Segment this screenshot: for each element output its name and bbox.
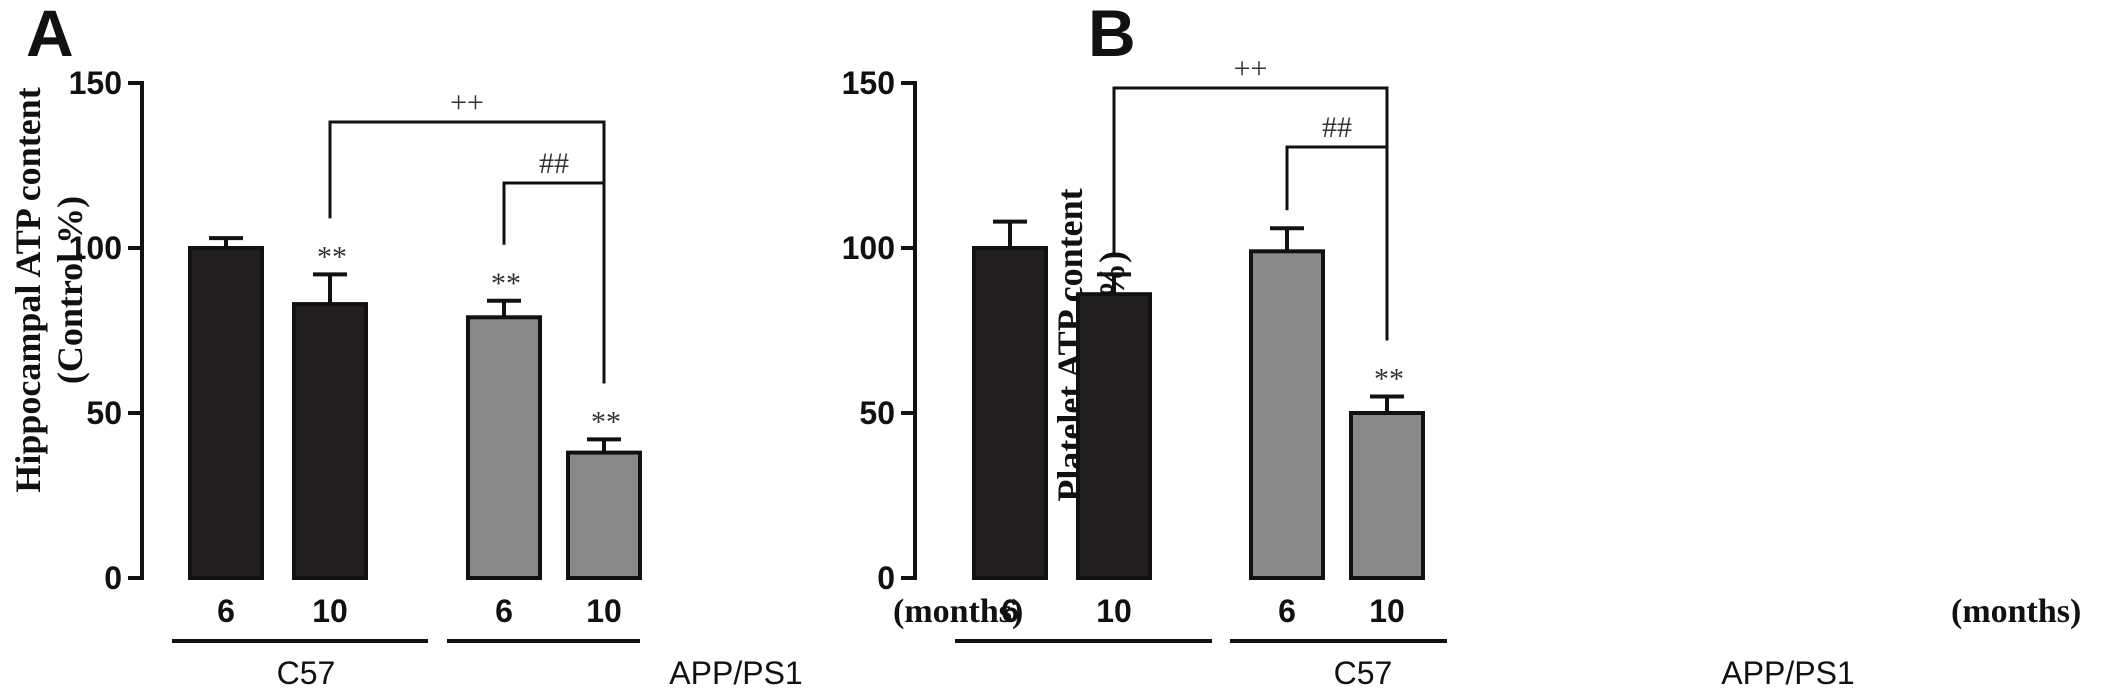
panel-b-y-tick-label: 100 — [842, 230, 895, 266]
panel-b-bar — [972, 246, 1048, 580]
panel-b-letter: B — [1088, 0, 1136, 70]
panel-a-comparison-bracket — [328, 120, 606, 384]
panel-b-unit-label: (months) — [1951, 593, 2081, 630]
panel-a-group-app-ps1: APP/PS1 — [669, 655, 802, 691]
panel-a-error-bar — [487, 298, 521, 318]
panel-a-error-bar — [587, 437, 621, 453]
panel-b-significance-marker: ** — [1374, 363, 1404, 396]
panel-b-category-label: 6 — [1278, 593, 1296, 629]
panel-a-category-label: 10 — [312, 593, 348, 629]
panel-a-bar — [566, 450, 642, 581]
panel-a-bracket-label: ++ — [450, 86, 484, 119]
panel-b-chart: B Platelet ATP content (Control %) (mont… — [842, 0, 2082, 691]
panel-b-bar — [1349, 411, 1425, 580]
panel-b-comparison-bracket — [1112, 86, 1389, 341]
panel-a-letter: A — [26, 0, 74, 70]
panel-a-y-tick-label: 150 — [69, 65, 122, 101]
panel-b-y-tick-label: 150 — [842, 65, 895, 101]
panel-b-error-bar — [1097, 272, 1131, 295]
panel-a-bar — [188, 246, 264, 580]
panel-a-category-label: 6 — [217, 593, 235, 629]
panel-a-unit-label: (months) — [893, 593, 1023, 630]
panel-b-bracket-label: ++ — [1234, 52, 1268, 85]
panel-b-group-c57: C57 — [1334, 655, 1393, 691]
panel-a-bracket-label: ## — [539, 147, 569, 180]
panel-a-ylabel-line2: (Control %) — [50, 196, 90, 384]
panel-b-y-tick-label: 0 — [877, 560, 895, 596]
panel-a-y-tick-label: 0 — [104, 560, 122, 596]
panel-a-bar — [466, 315, 542, 580]
panel-a-category-label: 6 — [495, 593, 513, 629]
panel-a-category-label: 10 — [586, 593, 622, 629]
panel-a-significance-marker: ** — [317, 240, 347, 273]
panel-b-error-bar — [993, 219, 1027, 248]
panel-a-y-tick-label: 50 — [86, 395, 122, 431]
panel-b-bar — [1249, 249, 1325, 581]
panel-b-bracket-label: ## — [1322, 111, 1352, 144]
panel-a-ylabel-line1: Hippocampal ATP content — [8, 87, 48, 492]
panel-a-significance-marker: ** — [491, 267, 521, 300]
panel-b-bar — [1076, 292, 1152, 580]
panel-b-category-label: 6 — [1001, 593, 1019, 629]
panel-a-y-tick-label: 100 — [69, 230, 122, 266]
panel-a-group-c57: C57 — [277, 655, 336, 691]
panel-b-y-tick-label: 50 — [859, 395, 895, 431]
panel-b-error-bar — [1270, 226, 1304, 252]
panel-b-category-label: 10 — [1369, 593, 1405, 629]
panel-a-error-bar — [313, 272, 347, 305]
panel-b-group-app-ps1: APP/PS1 — [1721, 655, 1854, 691]
panel-a-chart: A Hippocampal ATP content (Control %) (m… — [8, 0, 1023, 691]
panel-b-category-label: 10 — [1096, 593, 1132, 629]
panel-a-bar — [292, 302, 368, 580]
panel-a-significance-marker: ** — [591, 405, 621, 438]
panel-a-error-bar — [209, 236, 243, 248]
panel-b-error-bar — [1370, 394, 1404, 413]
